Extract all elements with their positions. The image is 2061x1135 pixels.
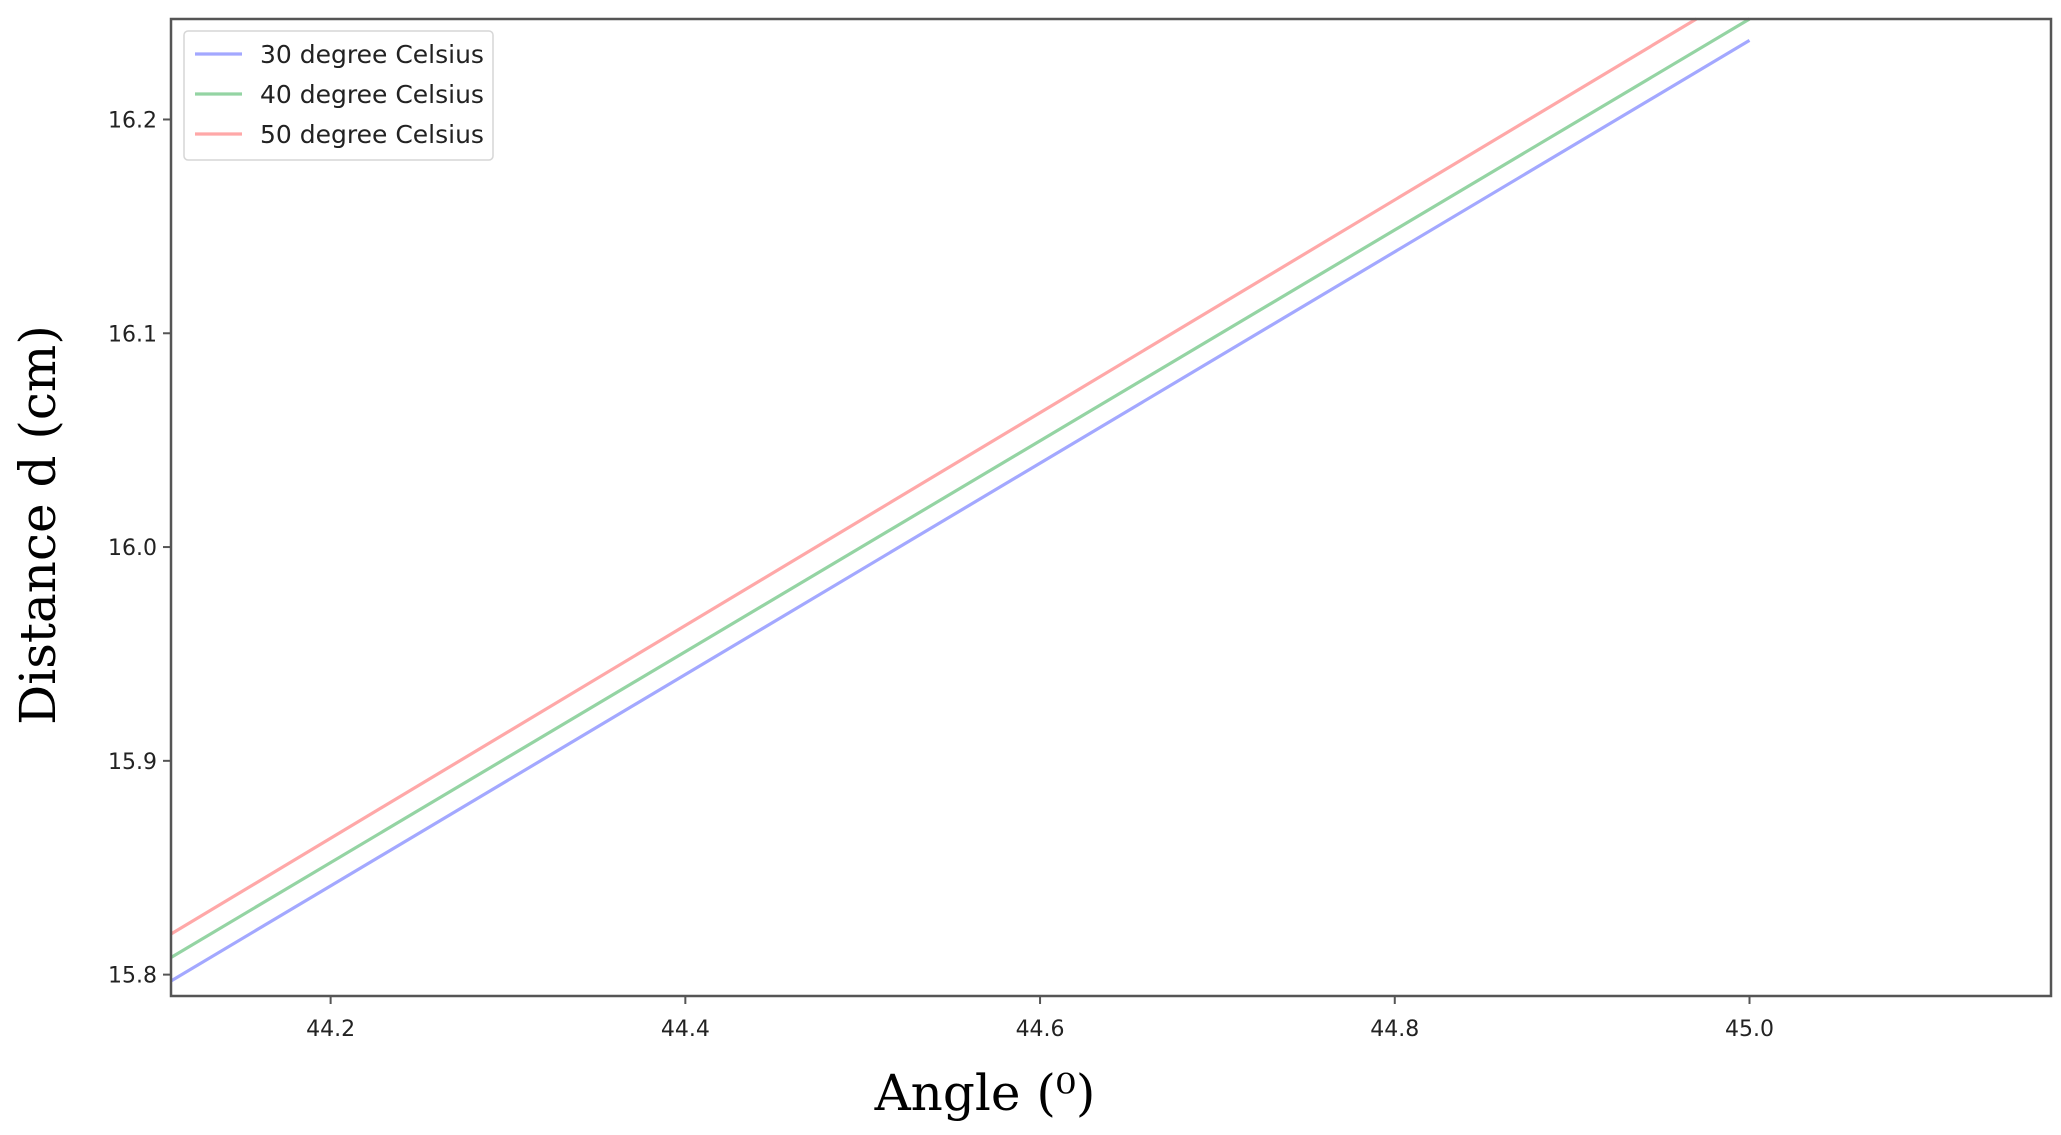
y-tick-label: 15.8 <box>108 964 157 989</box>
legend-label-2: 50 degree Celsius <box>260 120 484 149</box>
x-tick-label: 44.2 <box>306 1017 355 1042</box>
series-line-2 <box>170 17 1698 936</box>
legend-box <box>183 30 494 161</box>
x-tick-label: 44.6 <box>1016 1017 1065 1042</box>
y-axis-title: Distance d (cm) <box>9 325 67 725</box>
y-tick-label: 16.2 <box>108 108 157 133</box>
legend-label-1: 40 degree Celsius <box>260 80 484 109</box>
plot-frame <box>169 17 2053 998</box>
legend-label-0: 30 degree Celsius <box>260 40 484 69</box>
series-line-1 <box>170 17 1751 959</box>
legend: 30 degree Celsius 40 degree Celsius 50 deg… <box>183 30 494 161</box>
y-tick-label: 16.0 <box>108 536 157 561</box>
series-layer <box>170 17 1751 983</box>
x-axis-ticks: 44.2 44.4 44.6 44.8 45.0 <box>306 996 1774 1042</box>
x-tick-label: 44.4 <box>661 1017 710 1042</box>
legend-items: 30 degree Celsius 40 degree Celsius 50 deg… <box>195 40 484 149</box>
x-tick-label: 44.8 <box>1370 1017 1419 1042</box>
y-tick-label: 16.1 <box>108 322 157 347</box>
x-tick-label: 45.0 <box>1725 1017 1774 1042</box>
y-axis-ticks: 15.8 15.9 16.0 16.1 16.2 <box>108 108 171 989</box>
series-line-0 <box>170 39 1751 983</box>
y-tick-label: 15.9 <box>108 750 157 775</box>
x-axis-title: Angle (⁰) <box>874 1064 1096 1122</box>
